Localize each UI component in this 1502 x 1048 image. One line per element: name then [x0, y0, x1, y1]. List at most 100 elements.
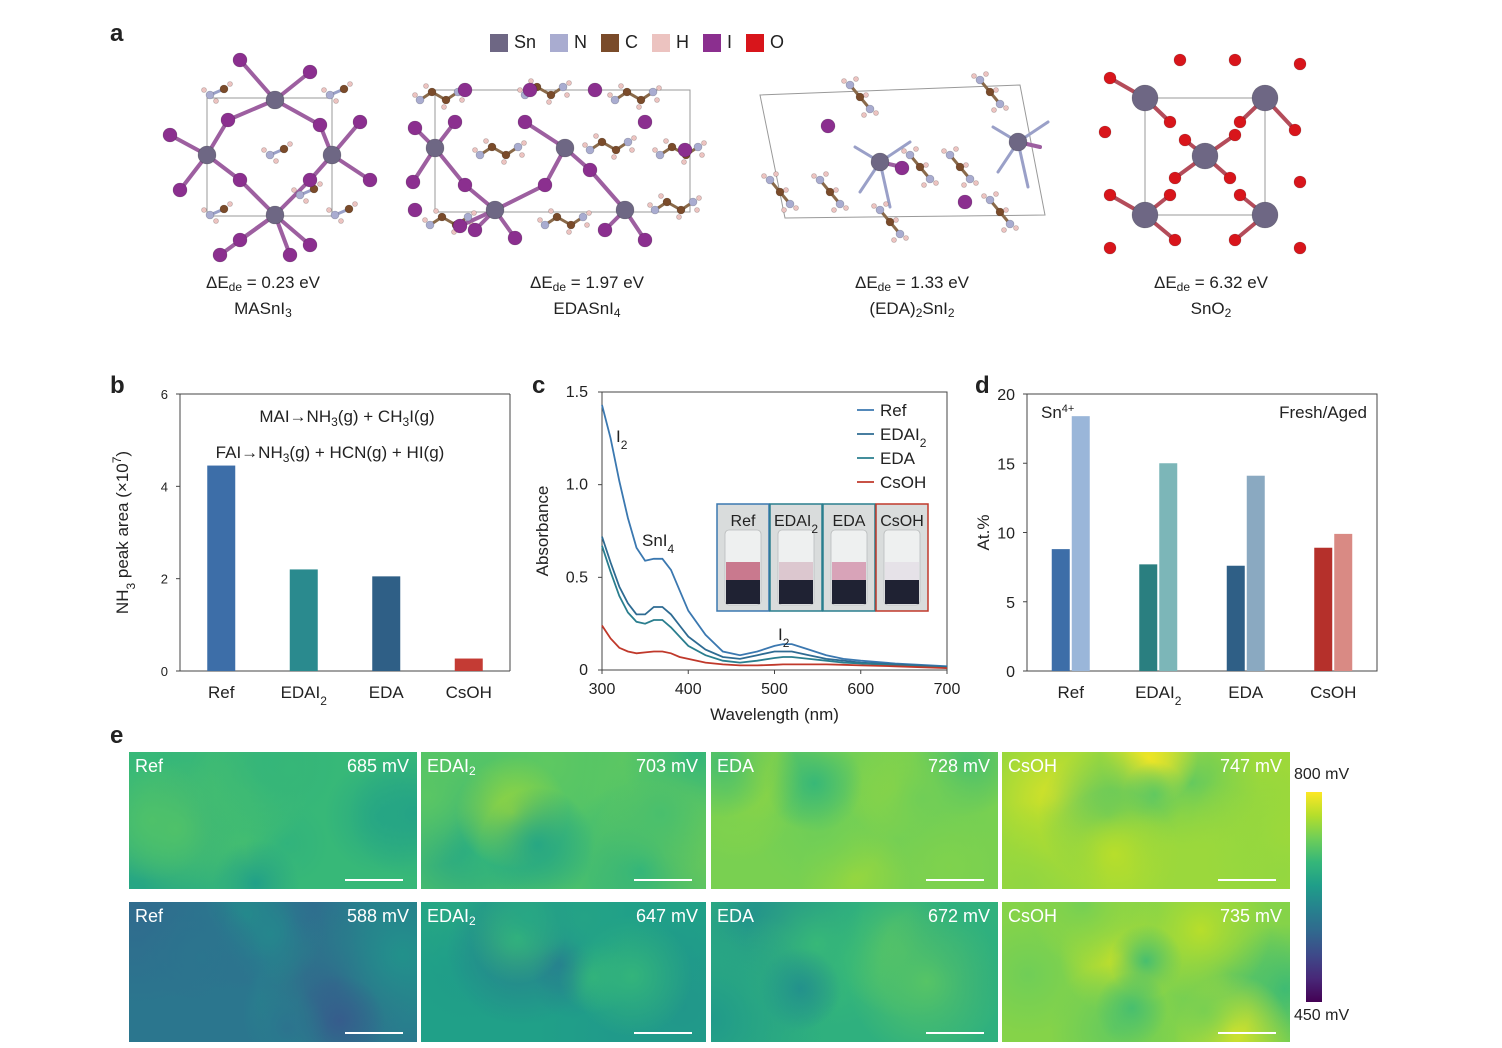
atom: [597, 137, 607, 147]
panel-label-e: e: [110, 722, 124, 749]
map-label: Ref: [135, 756, 164, 776]
legend-label: C: [625, 32, 639, 52]
y-tick-label: 4: [161, 479, 168, 494]
series-line-csoh: [601, 625, 948, 669]
bar-aged-eda: [1246, 475, 1265, 671]
bond: [493, 183, 547, 212]
atom: [586, 210, 592, 216]
atom: [1223, 171, 1237, 185]
atom: [975, 75, 985, 85]
legend-label: EDAI2: [880, 425, 927, 450]
atom: [925, 174, 935, 184]
atom: [593, 133, 599, 139]
atom: [921, 182, 927, 188]
atom: [1191, 142, 1219, 170]
atom: [883, 201, 889, 207]
scale-bar: [634, 1032, 692, 1034]
atom: [1293, 57, 1307, 71]
structure-formula: (EDA)2SnI2: [869, 299, 955, 320]
atom: [433, 208, 439, 214]
atom: [891, 237, 897, 243]
atom: [677, 142, 693, 158]
atom: [447, 114, 463, 130]
atom: [521, 140, 527, 146]
scale-bar: [926, 1032, 984, 1034]
atom: [637, 114, 653, 130]
atom: [279, 144, 289, 154]
atom: [636, 104, 642, 110]
y-tick-label: 10: [997, 526, 1015, 543]
atom: [522, 82, 538, 98]
atom: [265, 90, 285, 110]
legend-label: Ref: [880, 401, 907, 420]
atom: [841, 78, 847, 84]
vial-precipitate: [885, 580, 919, 604]
atom: [362, 172, 378, 188]
scale-bar: [345, 879, 403, 881]
atom: [1251, 84, 1279, 112]
atom: [1178, 133, 1192, 147]
atom: [953, 146, 959, 152]
atom: [558, 82, 568, 92]
legend-swatch: [550, 33, 569, 52]
atom: [597, 222, 613, 238]
atom: [1008, 132, 1028, 152]
atom: [205, 90, 215, 100]
atom: [773, 171, 779, 177]
atom: [201, 87, 207, 93]
atom: [652, 147, 658, 153]
atom: [1251, 201, 1279, 229]
atom: [913, 146, 919, 152]
bar-fresh-csoh: [1314, 547, 1333, 671]
map-label: CsOH: [1008, 906, 1057, 926]
vial-precipitate: [832, 580, 866, 604]
atom: [471, 210, 477, 216]
atom: [578, 212, 588, 222]
kpfm-map-csoh-fresh: CsOH 747 mV: [1002, 752, 1290, 889]
atom: [905, 150, 915, 160]
atom: [472, 147, 478, 153]
map-mean-potential: 735 mV: [1219, 906, 1282, 926]
y-axis-label: NH3 peak area (×107): [110, 451, 138, 614]
atom: [981, 193, 987, 199]
atom: [656, 85, 662, 91]
atom: [820, 118, 836, 134]
legend-item-n: N: [550, 32, 587, 53]
atom: [696, 195, 702, 201]
atom: [407, 202, 423, 218]
atom: [437, 212, 447, 222]
y-tick-label: 6: [161, 387, 168, 402]
atom: [1228, 53, 1242, 67]
unit-cell: [759, 84, 1046, 219]
x-axis-label: Wavelength (nm): [710, 705, 839, 724]
atom: [423, 83, 429, 89]
atom: [501, 159, 507, 165]
legend-swatch: [490, 33, 508, 52]
atom: [321, 87, 327, 93]
atom: [485, 200, 505, 220]
atom: [483, 138, 489, 144]
atom: [519, 152, 525, 158]
atom: [1103, 188, 1117, 202]
bar-edai2: [289, 569, 318, 671]
atom: [1163, 115, 1177, 129]
atom: [1131, 84, 1159, 112]
atom: [610, 95, 620, 105]
legend-swatch: [601, 33, 620, 52]
x-tick-label: EDAI2: [281, 683, 328, 708]
atom: [793, 205, 799, 211]
atom: [457, 82, 473, 98]
atom: [761, 173, 767, 179]
legend-label: I: [727, 32, 733, 52]
atom: [863, 92, 869, 98]
x-tick-label: CsOH: [1310, 683, 1356, 702]
y-tick-label: 0: [1006, 664, 1015, 681]
bar-aged-csoh: [1334, 533, 1353, 671]
atom: [352, 201, 358, 207]
atom: [785, 199, 795, 209]
atom: [219, 84, 229, 94]
atom: [537, 177, 553, 193]
x-tick-label: 600: [847, 681, 874, 698]
atom: [985, 87, 995, 97]
atom: [467, 222, 483, 238]
